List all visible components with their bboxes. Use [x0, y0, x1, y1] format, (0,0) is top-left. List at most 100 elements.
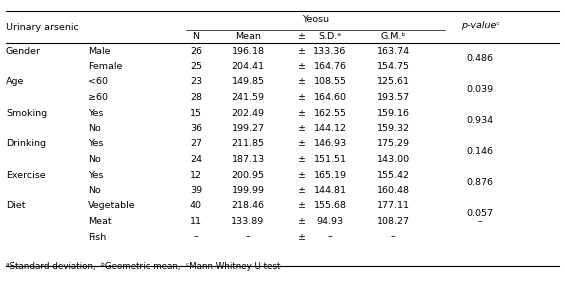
- Text: 108.27: 108.27: [376, 217, 410, 226]
- Text: ±: ±: [298, 62, 306, 71]
- Text: 15: 15: [190, 108, 202, 117]
- Text: 164.76: 164.76: [314, 62, 346, 71]
- Text: ≥60: ≥60: [88, 93, 108, 102]
- Text: 159.32: 159.32: [376, 124, 410, 133]
- Text: 155.68: 155.68: [314, 201, 346, 211]
- Text: –: –: [477, 217, 483, 226]
- Text: 36: 36: [190, 124, 202, 133]
- Text: 0.876: 0.876: [467, 178, 493, 187]
- Text: <60: <60: [88, 78, 108, 87]
- Text: 196.18: 196.18: [232, 46, 264, 55]
- Text: 199.27: 199.27: [232, 124, 264, 133]
- Text: ±: ±: [298, 46, 306, 55]
- Text: 23: 23: [190, 78, 202, 87]
- Text: 241.59: 241.59: [232, 93, 264, 102]
- Text: ±: ±: [298, 124, 306, 133]
- Text: 165.19: 165.19: [314, 170, 346, 179]
- Text: ±: ±: [298, 201, 306, 211]
- Text: Mean: Mean: [235, 32, 261, 41]
- Text: 108.55: 108.55: [314, 78, 346, 87]
- Text: G.M.ᵇ: G.M.ᵇ: [380, 32, 406, 41]
- Text: 199.99: 199.99: [232, 186, 264, 195]
- Text: 155.42: 155.42: [376, 170, 410, 179]
- Text: 200.95: 200.95: [232, 170, 264, 179]
- Text: 218.46: 218.46: [232, 201, 264, 211]
- Text: 149.85: 149.85: [232, 78, 264, 87]
- Text: 204.41: 204.41: [232, 62, 264, 71]
- Text: N: N: [193, 32, 199, 41]
- Text: –: –: [246, 233, 250, 241]
- Text: ±: ±: [298, 108, 306, 117]
- Text: ±: ±: [298, 155, 306, 164]
- Text: 0.039: 0.039: [467, 85, 494, 94]
- Text: ±: ±: [298, 217, 306, 226]
- Text: Urinary arsenic: Urinary arsenic: [6, 23, 79, 31]
- Text: 187.13: 187.13: [232, 155, 264, 164]
- Text: 27: 27: [190, 140, 202, 149]
- Text: 11: 11: [190, 217, 202, 226]
- Text: 0.146: 0.146: [467, 147, 493, 156]
- Text: Yes: Yes: [88, 170, 103, 179]
- Text: 0.934: 0.934: [467, 116, 494, 125]
- Text: Meat: Meat: [88, 217, 112, 226]
- Text: 26: 26: [190, 46, 202, 55]
- Text: No: No: [88, 155, 101, 164]
- Text: Yes: Yes: [88, 140, 103, 149]
- Text: ±: ±: [298, 32, 306, 41]
- Text: 125.61: 125.61: [376, 78, 410, 87]
- Text: –: –: [390, 233, 395, 241]
- Text: S.D.ᵃ: S.D.ᵃ: [319, 32, 341, 41]
- Text: ±: ±: [298, 170, 306, 179]
- Text: Yeosu: Yeosu: [302, 15, 329, 24]
- Text: 94.93: 94.93: [316, 217, 344, 226]
- Text: Exercise: Exercise: [6, 170, 46, 179]
- Text: 144.12: 144.12: [314, 124, 346, 133]
- Text: 133.89: 133.89: [232, 217, 264, 226]
- Text: 28: 28: [190, 93, 202, 102]
- Text: Age: Age: [6, 78, 24, 87]
- Text: ±: ±: [298, 78, 306, 87]
- Text: 193.57: 193.57: [376, 93, 410, 102]
- Text: 160.48: 160.48: [376, 186, 410, 195]
- Text: 144.81: 144.81: [314, 186, 346, 195]
- Text: ±: ±: [298, 186, 306, 195]
- Text: p-valueᶜ: p-valueᶜ: [460, 20, 499, 29]
- Text: 211.85: 211.85: [232, 140, 264, 149]
- Text: ±: ±: [298, 140, 306, 149]
- Text: No: No: [88, 124, 101, 133]
- Text: 0.486: 0.486: [467, 54, 493, 63]
- Text: 24: 24: [190, 155, 202, 164]
- Text: 39: 39: [190, 186, 202, 195]
- Text: 133.36: 133.36: [314, 46, 347, 55]
- Text: –: –: [194, 233, 198, 241]
- Text: Male: Male: [88, 46, 111, 55]
- Text: 164.60: 164.60: [314, 93, 346, 102]
- Text: 146.93: 146.93: [314, 140, 346, 149]
- Text: 0.057: 0.057: [467, 209, 493, 218]
- Text: Female: Female: [88, 62, 123, 71]
- Text: Fish: Fish: [88, 233, 106, 241]
- Text: Smoking: Smoking: [6, 108, 47, 117]
- Text: 175.29: 175.29: [376, 140, 410, 149]
- Text: ±: ±: [298, 93, 306, 102]
- Text: 163.74: 163.74: [376, 46, 410, 55]
- Text: 159.16: 159.16: [376, 108, 410, 117]
- Text: 143.00: 143.00: [376, 155, 410, 164]
- Text: 40: 40: [190, 201, 202, 211]
- Text: –: –: [328, 233, 332, 241]
- Text: 162.55: 162.55: [314, 108, 346, 117]
- Text: 177.11: 177.11: [376, 201, 410, 211]
- Text: ±: ±: [298, 233, 306, 241]
- Text: Vegetable: Vegetable: [88, 201, 136, 211]
- Text: No: No: [88, 186, 101, 195]
- Text: Gender: Gender: [6, 46, 41, 55]
- Text: 12: 12: [190, 170, 202, 179]
- Text: ᵃStandard deviation,  ᵇGeometric mean,  ᶜMann-Whitney U test: ᵃStandard deviation, ᵇGeometric mean, ᶜM…: [6, 262, 280, 271]
- Text: Diet: Diet: [6, 201, 25, 211]
- Text: 25: 25: [190, 62, 202, 71]
- Text: Drinking: Drinking: [6, 140, 46, 149]
- Text: 154.75: 154.75: [376, 62, 410, 71]
- Text: Yes: Yes: [88, 108, 103, 117]
- Text: 151.51: 151.51: [314, 155, 346, 164]
- Text: 202.49: 202.49: [232, 108, 264, 117]
